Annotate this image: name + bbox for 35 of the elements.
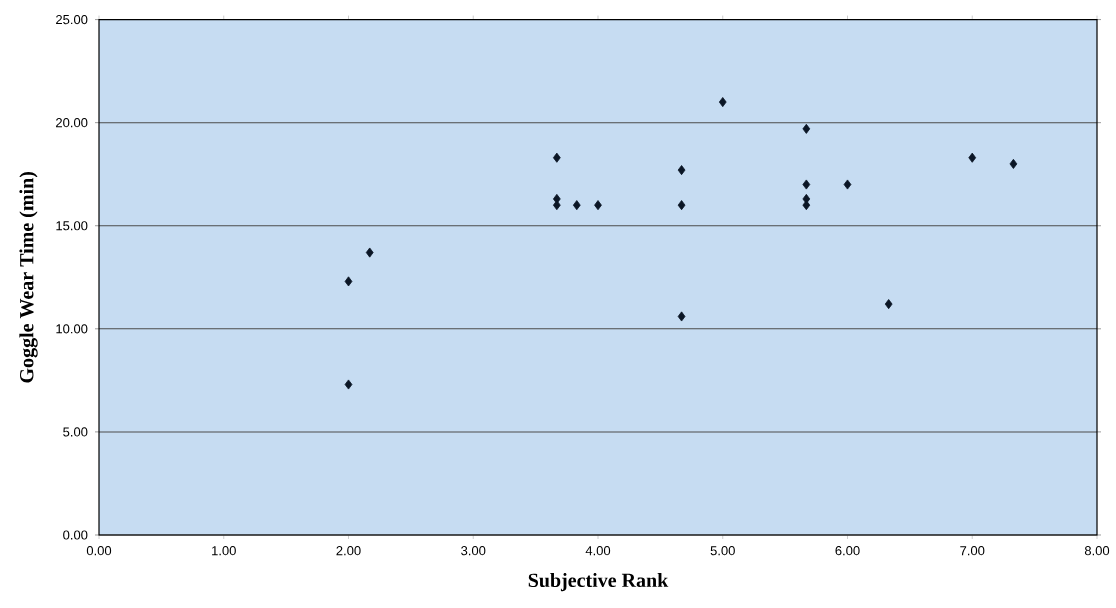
y-tick-label: 5.00 <box>63 427 88 437</box>
x-tick-label: 2.00 <box>336 546 361 556</box>
x-tick-label: 0.00 <box>86 546 112 556</box>
x-axis-title: Subjective Rank <box>528 572 669 592</box>
y-tick-label: 25.00 <box>56 15 88 25</box>
point <box>572 200 581 211</box>
point <box>552 152 561 163</box>
x-tick-label: 5.00 <box>710 546 735 556</box>
point <box>802 123 811 134</box>
x-tick-label: 6.00 <box>835 546 860 556</box>
point <box>718 97 727 108</box>
point <box>552 200 561 211</box>
point <box>677 165 686 176</box>
y-tick-label: 15.00 <box>56 221 88 231</box>
point <box>843 179 852 190</box>
x-tick-label: 1.00 <box>212 546 236 556</box>
point <box>344 379 353 390</box>
x-tick-label: 8.00 <box>1084 546 1110 556</box>
y-tick-label: 0.00 <box>63 530 88 540</box>
point <box>1009 158 1018 169</box>
point <box>802 179 811 190</box>
point <box>677 311 686 322</box>
point <box>677 200 686 211</box>
point <box>884 299 893 310</box>
y-axis-title: Goggle Wear Time (min) <box>19 171 38 383</box>
point <box>968 152 977 163</box>
x-tick-label: 3.00 <box>461 546 486 556</box>
point <box>802 200 811 211</box>
point <box>594 200 602 211</box>
y-tick-label: 10.00 <box>56 324 88 334</box>
y-tick-label: 20.00 <box>56 118 88 128</box>
x-tick-label: 7.00 <box>960 546 985 556</box>
point <box>344 276 353 287</box>
point <box>365 247 374 258</box>
x-tick-label: 4.00 <box>585 546 611 556</box>
